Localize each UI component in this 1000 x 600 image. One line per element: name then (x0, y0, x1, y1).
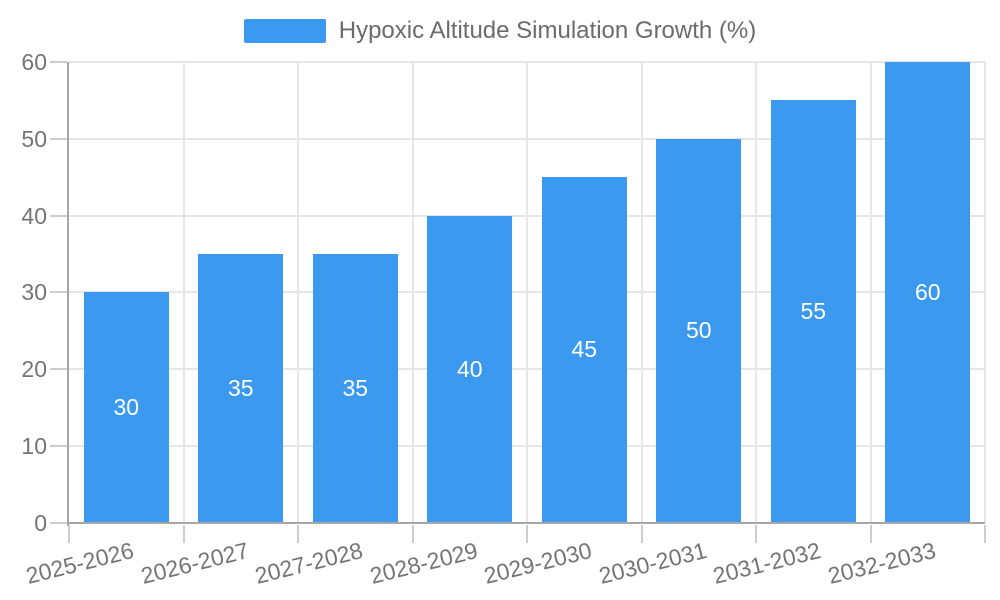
x-axis-label-text: 2029-2030 (481, 537, 595, 589)
x-tick (869, 525, 872, 543)
y-tick (50, 291, 67, 294)
legend[interactable]: Hypoxic Altitude Simulation Growth (%) (0, 18, 1000, 44)
bar-value-label: 60 (914, 278, 941, 305)
y-axis-label: 40 (21, 202, 47, 229)
y-axis-label: 20 (21, 356, 47, 382)
bar[interactable] (885, 62, 971, 522)
x-tick (526, 525, 528, 543)
x-tick (984, 525, 986, 543)
x-tick (68, 525, 70, 543)
bar-value-label: 40 (456, 355, 483, 382)
bar-value-label: 30 (113, 393, 140, 420)
y-tick (50, 521, 67, 524)
v-gridline (182, 62, 185, 523)
v-gridline (297, 62, 299, 523)
bar[interactable] (541, 177, 627, 522)
x-axis-label-text: 2025-2026 (23, 537, 137, 589)
x-axis-label-text: 2031-2032 (710, 537, 824, 589)
y-axis-line (67, 62, 69, 526)
x-axis-label-text: 2030-2031 (596, 537, 710, 589)
y-tick (50, 137, 67, 140)
bar-value-label: 35 (342, 374, 369, 401)
x-tick (640, 525, 643, 543)
v-gridline (984, 62, 986, 523)
bar-value-label: 55 (800, 297, 827, 324)
bar[interactable] (770, 100, 856, 522)
x-axis-label: 2025-2026 (20, 537, 137, 589)
x-axis-label: 2027-2028 (249, 537, 366, 589)
bar[interactable] (656, 138, 742, 522)
x-axis-label: 2031-2032 (707, 537, 824, 589)
x-tick (297, 525, 299, 543)
bar[interactable] (427, 215, 513, 522)
v-gridline (640, 62, 643, 523)
bar[interactable] (312, 253, 398, 522)
x-axis-label: 2032-2033 (822, 537, 938, 589)
x-axis-line (67, 521, 985, 524)
y-tick (50, 368, 67, 370)
v-gridline (526, 62, 528, 523)
x-axis-label-text: 2026-2027 (138, 537, 252, 589)
y-tick (50, 444, 67, 447)
x-axis-label-text: 2027-2028 (252, 537, 366, 589)
x-tick (411, 525, 414, 543)
v-gridline (755, 62, 757, 523)
x-axis-label: 2030-2031 (593, 537, 709, 589)
y-axis-label: 60 (21, 49, 47, 75)
bar[interactable] (198, 253, 284, 522)
y-axis-label: 10 (21, 432, 47, 459)
x-axis-label: 2028-2029 (364, 537, 480, 589)
x-axis-label-text: 2032-2033 (825, 537, 939, 589)
x-axis-label: 2029-2030 (478, 537, 595, 589)
x-axis-label: 2026-2027 (135, 537, 251, 589)
v-gridline (869, 62, 872, 523)
y-tick (50, 61, 67, 63)
y-axis-label: 0 (34, 509, 47, 536)
x-axis-label-text: 2028-2029 (367, 537, 481, 589)
legend-label: Hypoxic Altitude Simulation Growth (%) (338, 17, 757, 44)
bar-value-label: 50 (685, 317, 712, 344)
x-tick (182, 525, 185, 543)
v-gridline (411, 62, 414, 523)
y-axis-label: 50 (21, 125, 47, 152)
bar-value-label: 45 (571, 336, 598, 363)
bar-value-label: 35 (227, 374, 254, 401)
y-axis-label: 30 (21, 279, 47, 306)
bar[interactable] (83, 292, 169, 522)
y-tick (50, 214, 67, 217)
x-tick (755, 525, 757, 543)
legend-swatch (243, 19, 326, 43)
